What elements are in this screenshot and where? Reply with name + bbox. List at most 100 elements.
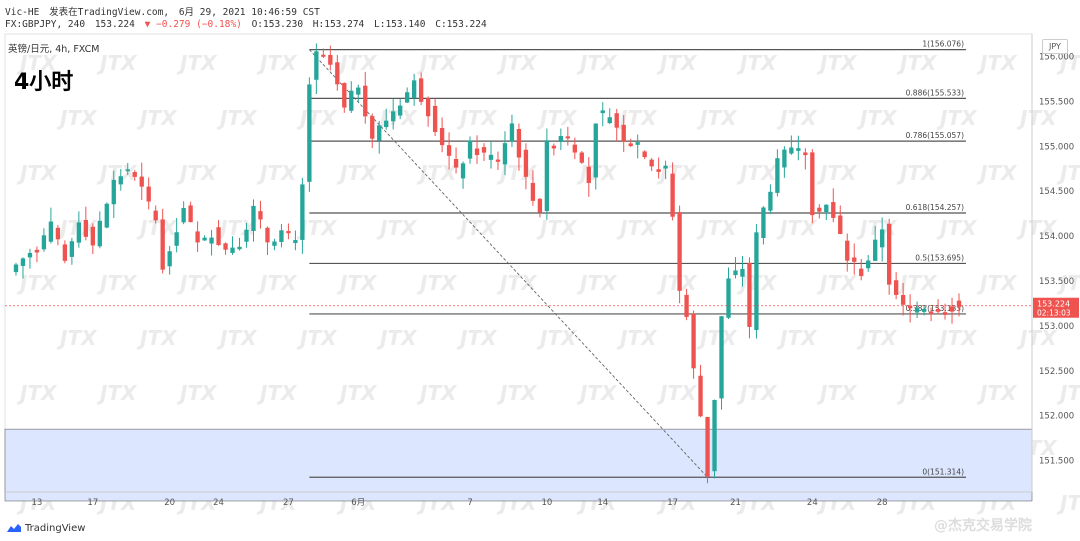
timeframe-label: 4小时: [14, 70, 74, 95]
candle-body: [558, 136, 564, 142]
watermark-glyph: JTX: [976, 51, 1018, 75]
candle-body: [949, 306, 955, 312]
candle: [258, 200, 263, 229]
candle: [921, 305, 927, 316]
watermark-glyph: JTX: [456, 326, 498, 350]
candle: [209, 229, 214, 256]
candle: [55, 225, 61, 246]
candle: [481, 143, 487, 162]
fib-level-label: 1(156.076): [922, 40, 964, 49]
candle-body: [670, 173, 675, 217]
candle: [747, 257, 752, 339]
candle-body: [335, 62, 340, 85]
candle: [48, 207, 54, 244]
candle: [460, 161, 466, 189]
candle-body: [488, 154, 494, 160]
watermark-glyph: JTX: [536, 216, 578, 240]
candle: [810, 149, 815, 224]
watermark-glyph: JTX: [176, 381, 218, 405]
x-tick-label: 17: [667, 498, 678, 508]
fib-level-label: 0(151.314): [922, 467, 964, 476]
watermark-glyph: JTX: [16, 51, 58, 75]
candle-body: [516, 128, 522, 158]
candle: [698, 364, 703, 418]
candle-body: [216, 227, 221, 246]
watermark-glyph: JTX: [96, 161, 138, 185]
candle: [405, 87, 410, 103]
watermark-glyph: JTX: [896, 381, 938, 405]
candle-body: [265, 227, 270, 243]
candle-body: [831, 202, 836, 218]
watermark-glyph: JTX: [336, 51, 378, 75]
candle-body: [20, 258, 26, 266]
watermark-glyph: JTX: [616, 216, 658, 240]
watermark-glyph: JTX: [656, 271, 698, 295]
watermark-glyph: JTX: [256, 161, 298, 185]
x-tick-label: 27: [283, 498, 294, 508]
fib-level-label: 0.886(155.533): [906, 88, 964, 97]
candle-body: [251, 205, 256, 232]
watermark-glyph: JTX: [496, 381, 538, 405]
watermark-glyph: JTX: [296, 326, 338, 350]
candle-body: [712, 399, 717, 472]
candle-body: [370, 116, 375, 139]
candle-body: [97, 220, 102, 247]
candle: [195, 221, 200, 252]
candle: [467, 136, 473, 164]
candle-body: [803, 152, 808, 156]
watermark-glyph: JTX: [416, 161, 458, 185]
trend-line: [309, 49, 708, 478]
watermark-glyph: JTX: [56, 326, 98, 350]
candle: [453, 147, 459, 174]
candle-body: [782, 149, 787, 168]
candle: [41, 228, 47, 252]
y-tick-label: 155.500: [1039, 97, 1074, 107]
candle-body: [817, 207, 822, 212]
watermark-glyph: JTX: [776, 106, 818, 130]
candle-body: [768, 191, 773, 211]
currency-button[interactable]: JPY: [1042, 39, 1068, 54]
watermark-glyph: JTX: [816, 381, 858, 405]
candle: [104, 202, 109, 229]
candle-body: [481, 147, 487, 153]
watermark-glyph: JTX: [816, 51, 858, 75]
candle-body: [893, 280, 899, 295]
candle: [439, 117, 445, 153]
candle-body: [446, 145, 452, 156]
candle: [321, 48, 326, 58]
candle-body: [453, 158, 459, 168]
watermark-glyph: JTX: [736, 161, 778, 185]
candle-body: [579, 152, 584, 163]
candle: [13, 262, 19, 276]
candle: [670, 162, 675, 221]
candle-body: [733, 270, 738, 276]
tradingview-logo[interactable]: TradingView: [6, 521, 85, 535]
candle: [866, 254, 871, 272]
candle: [69, 237, 75, 265]
candle: [775, 149, 780, 197]
candle-body: [544, 140, 550, 212]
candle: [251, 199, 256, 242]
candle: [34, 246, 40, 263]
x-tick-label: 24: [213, 498, 224, 508]
candle: [223, 242, 228, 255]
author[interactable]: Vic-HE: [5, 7, 40, 18]
candle: [349, 81, 354, 113]
candle: [551, 143, 557, 156]
candle-body: [796, 148, 801, 151]
candle: [411, 73, 417, 106]
watermark-glyph: JTX: [416, 271, 458, 295]
watermark-glyph: JTX: [336, 271, 378, 295]
candle-body: [886, 223, 892, 285]
watermark-glyph: JTX: [976, 271, 1018, 295]
x-tick-label: 20: [164, 498, 175, 508]
candle: [20, 257, 26, 279]
candle: [188, 201, 193, 223]
candle: [432, 98, 438, 136]
x-tick-label: 24: [807, 498, 818, 508]
candle-body: [209, 237, 214, 244]
y-tick-label: 151.500: [1039, 457, 1074, 467]
candle: [740, 255, 745, 287]
candle-body: [272, 241, 277, 246]
